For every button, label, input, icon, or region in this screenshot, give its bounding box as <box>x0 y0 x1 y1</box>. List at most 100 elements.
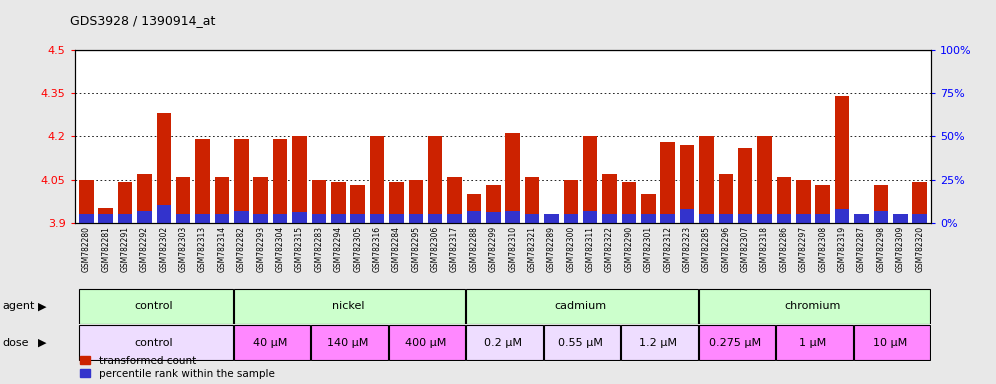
Text: ▶: ▶ <box>38 338 47 348</box>
Text: GSM782286: GSM782286 <box>780 226 789 272</box>
Text: GSM782314: GSM782314 <box>217 226 226 272</box>
Bar <box>505 134 520 223</box>
Text: GSM782296: GSM782296 <box>721 226 730 272</box>
Bar <box>486 212 501 223</box>
Text: GDS3928 / 1390914_at: GDS3928 / 1390914_at <box>70 14 215 27</box>
Text: GSM782303: GSM782303 <box>178 226 187 272</box>
Bar <box>912 182 927 223</box>
Bar <box>234 325 310 360</box>
Bar <box>738 148 753 223</box>
Bar <box>855 214 869 223</box>
Bar <box>641 214 655 223</box>
Bar <box>622 214 636 223</box>
Bar <box>738 214 753 223</box>
Bar <box>912 214 927 223</box>
Text: GSM782306: GSM782306 <box>430 226 439 272</box>
Text: 1 μM: 1 μM <box>800 338 827 348</box>
Text: GSM782288: GSM782288 <box>469 226 478 272</box>
Text: GSM782281: GSM782281 <box>102 226 111 272</box>
Bar <box>99 208 113 223</box>
Text: 0.2 μM: 0.2 μM <box>484 338 522 348</box>
Text: GSM782293: GSM782293 <box>256 226 265 272</box>
Text: GSM782315: GSM782315 <box>295 226 304 272</box>
Bar <box>544 220 559 223</box>
Bar <box>873 185 888 223</box>
Bar <box>699 325 775 360</box>
Bar <box>428 136 442 223</box>
Text: GSM782321: GSM782321 <box>528 226 537 272</box>
Text: GSM782316: GSM782316 <box>373 226 381 272</box>
Bar <box>195 139 210 223</box>
Bar <box>776 325 853 360</box>
Bar <box>622 325 698 360</box>
Bar <box>873 211 888 223</box>
Bar <box>312 214 326 223</box>
Bar <box>777 177 791 223</box>
Text: GSM782304: GSM782304 <box>276 226 285 272</box>
Bar <box>273 214 288 223</box>
Bar <box>118 182 132 223</box>
Text: GSM782295: GSM782295 <box>411 226 420 272</box>
Bar <box>234 211 249 223</box>
Bar <box>660 142 675 223</box>
Text: GSM782280: GSM782280 <box>82 226 91 272</box>
Text: GSM782319: GSM782319 <box>838 226 847 272</box>
Bar <box>718 214 733 223</box>
Text: 1.2 μM: 1.2 μM <box>639 338 677 348</box>
Text: GSM782289: GSM782289 <box>547 226 556 272</box>
Text: nickel: nickel <box>332 301 365 311</box>
Text: GSM782313: GSM782313 <box>198 226 207 272</box>
Bar <box>389 182 403 223</box>
Bar <box>273 139 288 223</box>
Bar <box>816 214 830 223</box>
Bar <box>156 205 171 223</box>
Bar <box>486 185 501 223</box>
Bar <box>777 214 791 223</box>
Bar <box>603 214 617 223</box>
Bar <box>176 177 190 223</box>
Bar <box>137 211 151 223</box>
Bar <box>718 174 733 223</box>
Bar <box>292 136 307 223</box>
Bar <box>195 214 210 223</box>
Bar <box>466 289 698 324</box>
Bar <box>622 182 636 223</box>
Text: control: control <box>134 301 173 311</box>
Bar <box>603 174 617 223</box>
Text: GSM782298: GSM782298 <box>876 226 885 272</box>
Bar <box>564 180 578 223</box>
Text: GSM782290: GSM782290 <box>624 226 633 272</box>
Text: 400 μM: 400 μM <box>404 338 446 348</box>
Bar <box>564 214 578 223</box>
Bar <box>680 209 694 223</box>
Text: GSM782308: GSM782308 <box>819 226 828 272</box>
Bar <box>234 289 465 324</box>
Text: GSM782302: GSM782302 <box>159 226 168 272</box>
Text: GSM782301: GSM782301 <box>643 226 652 272</box>
Text: GSM782307: GSM782307 <box>741 226 750 272</box>
Bar <box>99 214 113 223</box>
Text: GSM782283: GSM782283 <box>315 226 324 272</box>
Bar <box>699 214 714 223</box>
Bar <box>234 139 249 223</box>
Text: GSM782291: GSM782291 <box>121 226 129 272</box>
Bar <box>389 214 403 223</box>
Bar <box>544 214 559 223</box>
Text: 140 μM: 140 μM <box>328 338 369 348</box>
Bar <box>370 136 384 223</box>
Bar <box>79 180 94 223</box>
Bar <box>351 185 365 223</box>
Bar <box>447 177 462 223</box>
Text: 40 μM: 40 μM <box>253 338 288 348</box>
Bar <box>388 325 465 360</box>
Text: GSM782285: GSM782285 <box>702 226 711 272</box>
Bar <box>583 211 598 223</box>
Bar <box>796 180 811 223</box>
Bar <box>641 194 655 223</box>
Bar <box>428 214 442 223</box>
Text: GSM782323: GSM782323 <box>682 226 691 272</box>
Text: GSM782320: GSM782320 <box>915 226 924 272</box>
Bar <box>331 214 346 223</box>
Bar <box>757 136 772 223</box>
Text: 0.275 μM: 0.275 μM <box>709 338 762 348</box>
